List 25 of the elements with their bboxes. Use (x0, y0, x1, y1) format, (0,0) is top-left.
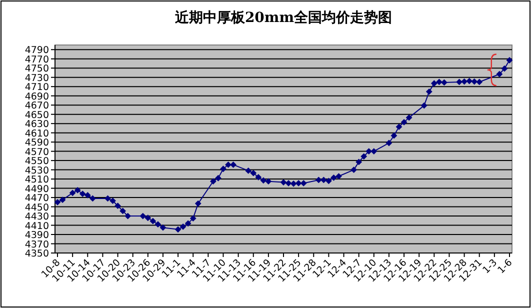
y-tick-label: 4610 (24, 128, 49, 140)
chart-title: 近期中厚板20mm全国均价走势图 (174, 9, 392, 26)
y-tick-label: 4650 (24, 110, 49, 121)
y-tick-label: 4450 (24, 202, 49, 214)
y-tick-label: 4790 (24, 45, 49, 56)
y-tick-label: 4530 (24, 165, 49, 176)
y-tick-label: 4410 (24, 220, 49, 232)
y-tick-label: 4510 (24, 174, 49, 186)
y-tick-label: 4490 (24, 184, 49, 195)
y-tick-label: 4590 (24, 138, 49, 149)
y-tick-label: 4370 (24, 239, 49, 250)
y-tick-label: 4350 (24, 248, 49, 260)
y-tick-label: 4730 (24, 72, 49, 84)
y-tick-label: 4670 (24, 100, 49, 112)
y-tick-label: 4390 (24, 230, 49, 242)
y-tick-label: 4710 (24, 82, 49, 94)
x-tick-label: 1-6 (496, 257, 515, 276)
y-tick-label: 4770 (24, 54, 49, 66)
y-tick-label: 4630 (24, 119, 49, 130)
y-tick-label: 4430 (24, 212, 49, 223)
y-tick-label: 4470 (24, 193, 49, 204)
y-tick-label: 4570 (24, 146, 49, 158)
y-tick-label: 4550 (24, 156, 49, 168)
y-tick-label: 4750 (24, 64, 49, 75)
y-tick-label: 4690 (24, 91, 49, 102)
